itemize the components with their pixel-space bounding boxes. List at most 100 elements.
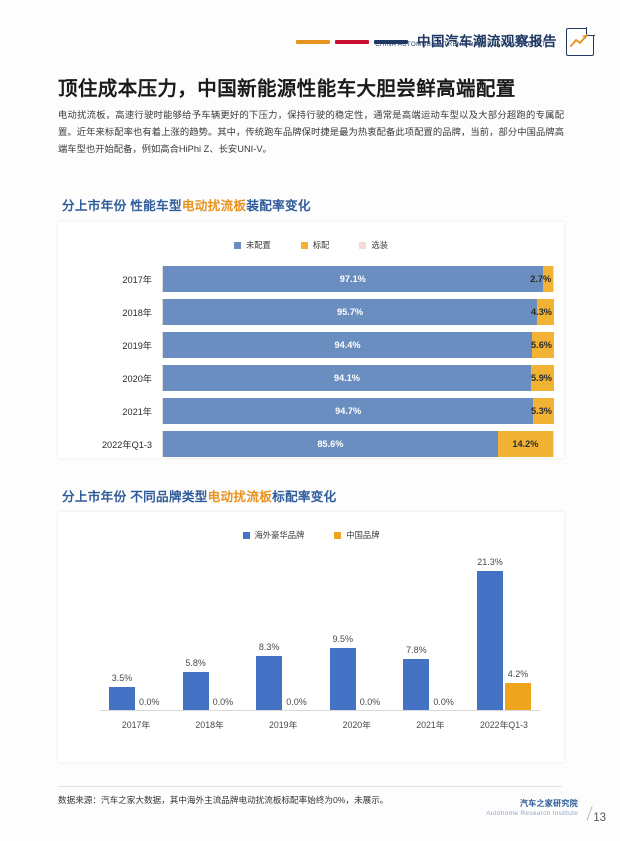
column-value-label: 7.8% bbox=[406, 645, 427, 656]
table-row: 2022年Q1-3 85.6% 14.2% bbox=[58, 431, 564, 457]
stacked-bar-chart-card: 未配置 标配 选装 2017年 97.1% 2.7% 2018年 95.7% 4.3% 2019… bbox=[58, 222, 564, 458]
chart-up-document-icon bbox=[566, 27, 595, 56]
bar-segment-标配: 4.3% bbox=[531, 299, 554, 325]
footer-divider bbox=[58, 786, 562, 787]
column-value-label: 0.0% bbox=[286, 697, 307, 707]
x-axis-tick-label: 2017年 bbox=[121, 720, 151, 730]
bar-segment-标配: 5.9% bbox=[530, 365, 554, 391]
bar-value-label: 94.4% bbox=[334, 340, 361, 350]
chart-2-legend: 海外豪华品牌 中国品牌 bbox=[58, 512, 564, 541]
page-number-slash bbox=[586, 806, 593, 821]
header-rule-navy bbox=[374, 40, 408, 44]
column-group: 7.8% 0.0% bbox=[394, 560, 466, 710]
legend-item-2[interactable]: 中国品牌 bbox=[334, 529, 380, 541]
column-value-label: 0.0% bbox=[359, 697, 381, 707]
bar-segment-标配: 5.3% bbox=[531, 398, 554, 424]
row-category-label: 2021年 bbox=[122, 407, 152, 417]
legend-label: 海外豪华品牌 bbox=[254, 530, 305, 540]
legend-swatch-icon bbox=[359, 241, 367, 249]
legend-item-1[interactable]: 海外豪华品牌 bbox=[242, 529, 305, 541]
bar-segment-未配置: 94.1% bbox=[163, 365, 531, 391]
header-brand-row: 中国汽车潮流观察报告 bbox=[296, 27, 595, 56]
bar-value-label: 14.2% bbox=[512, 439, 539, 449]
bar-value-label: 2.7% bbox=[530, 274, 552, 284]
legend-item-1[interactable]: 未配置 bbox=[233, 239, 271, 251]
column-value-label: 8.3% bbox=[258, 641, 280, 652]
bar-segment-标配: 5.6% bbox=[531, 332, 554, 358]
footer-brand-en: Autohome Research Institute bbox=[486, 810, 578, 817]
x-axis-tick-label: 2019年 bbox=[269, 720, 298, 730]
bar-value-label: 94.1% bbox=[333, 373, 360, 383]
chart-2-columns: 3.5% 0.0% 5.8% 0.0% 8.3% 0.0% 9.5% 0.0% 7.8% 0.0%… bbox=[100, 557, 540, 711]
column-bar-中国品牌: 4.2% bbox=[504, 669, 531, 710]
column-chart-card: 海外豪华品牌 中国品牌 3.5% 0.0% 5.8% 0.0% 8.3% 0.0% 9.5% 0… bbox=[58, 512, 564, 762]
legend-swatch-icon bbox=[233, 241, 241, 249]
table-row: 2020年 94.1% 5.9% bbox=[58, 365, 564, 391]
row-bar-track: 94.1% 5.9% bbox=[162, 365, 554, 391]
legend-label: 标配 bbox=[312, 240, 330, 250]
page-title: 顶住成本压力，中国新能源性能车大胆尝鲜高端配置 bbox=[58, 78, 516, 100]
header-brand-title: 中国汽车潮流观察报告 bbox=[417, 34, 557, 50]
table-row: 2017年 97.1% 2.7% bbox=[58, 266, 564, 292]
table-row: 2021年 94.7% 5.3% bbox=[58, 398, 564, 424]
bar-segment-未配置: 94.7% bbox=[163, 398, 534, 424]
icon-page-fold bbox=[585, 27, 595, 37]
legend-item-3[interactable]: 选装 bbox=[359, 239, 388, 251]
column-group: 5.8% 0.0% bbox=[174, 560, 246, 710]
bar-segment-选装 bbox=[553, 431, 554, 457]
header-rule-red bbox=[335, 40, 369, 44]
legend-label: 未配置 bbox=[245, 240, 271, 250]
column-group: 21.3% 4.2% bbox=[468, 557, 540, 710]
bar-segment-标配: 14.2% bbox=[497, 431, 554, 457]
column-value-label: 0.0% bbox=[212, 697, 234, 707]
section-1-heading-prefix: 分上市年份 性能车型 bbox=[62, 199, 182, 213]
report-header: 中国汽车潮流观察报告 CHINA AUTOMOBILE TREND OBSERV… bbox=[264, 24, 595, 60]
column-value-label: 9.5% bbox=[332, 634, 354, 645]
column-bar-海外豪华品牌: 21.3% bbox=[476, 557, 503, 710]
row-bar-track: 97.1% 2.7% bbox=[162, 266, 554, 292]
x-axis-tick-label: 2018年 bbox=[195, 720, 224, 730]
chart-1-rows: 2017年 97.1% 2.7% 2018年 95.7% 4.3% 2019年 94.4% 5.… bbox=[58, 266, 564, 464]
section-2-heading: 分上市年份 不同品牌类型电动扰流板标配率变化 bbox=[62, 486, 337, 505]
column-bar-海外豪华品牌: 3.5% bbox=[109, 673, 135, 710]
section-1-heading-suffix: 装配率变化 bbox=[246, 199, 311, 213]
section-1-heading-highlight: 电动扰流板 bbox=[181, 199, 247, 213]
bar-value-label: 4.3% bbox=[531, 307, 552, 317]
row-category-label: 2022年Q1-3 bbox=[101, 440, 152, 450]
bar-segment-未配置: 97.1% bbox=[163, 266, 543, 292]
column-group: 9.5% 0.0% bbox=[321, 560, 393, 710]
row-bar-track: 94.7% 5.3% bbox=[162, 398, 554, 424]
column-group: 3.5% 0.0% bbox=[100, 560, 172, 710]
header-rule-group bbox=[296, 40, 408, 44]
column-value-label: 0.0% bbox=[433, 697, 454, 707]
section-1-heading: 分上市年份 性能车型电动扰流板装配率变化 bbox=[62, 195, 311, 214]
column-value-label: 5.8% bbox=[185, 658, 206, 669]
bar-segment-未配置: 94.4% bbox=[163, 332, 533, 358]
column-bar-海外豪华品牌: 7.8% bbox=[403, 645, 430, 710]
row-bar-track: 95.7% 4.3% bbox=[162, 299, 554, 325]
page-number: 13 bbox=[593, 812, 606, 824]
section-2-heading-prefix: 分上市年份 不同品牌类型 bbox=[62, 490, 208, 504]
x-axis-tick-label: 2022年Q1-3 bbox=[480, 720, 528, 730]
header-rule-orange bbox=[296, 40, 330, 44]
data-source-note: 数据来源：汽车之家大数据，其中海外主流品牌电动扰流板标配率始终为0%，未展示。 bbox=[58, 795, 389, 805]
row-category-label: 2017年 bbox=[122, 275, 152, 285]
body-paragraph: 电动扰流板，高速行驶时能够给予车辆更好的下压力，保持行驶的稳定性，通常是高端运动… bbox=[58, 110, 564, 154]
header-brand-subtitle: CHINA AUTOMOBILE TREND OBSERVATION REPOR… bbox=[375, 41, 546, 48]
column-value-label: 21.3% bbox=[477, 557, 503, 568]
bar-value-label: 5.9% bbox=[531, 373, 552, 383]
table-row: 2019年 94.4% 5.6% bbox=[58, 332, 564, 358]
row-category-label: 2020年 bbox=[122, 374, 152, 384]
legend-label: 选装 bbox=[371, 240, 389, 250]
column-value-label: 4.2% bbox=[507, 668, 529, 679]
legend-swatch-icon bbox=[300, 241, 308, 249]
legend-item-2[interactable]: 标配 bbox=[300, 239, 330, 251]
bar-segment-未配置: 95.7% bbox=[163, 299, 538, 325]
chart-2-x-axis: 2017年 2018年 2019年 2020年 2021年 2022年Q1-3 bbox=[100, 718, 540, 731]
bar-value-label: 85.6% bbox=[317, 439, 344, 449]
chart-1-legend: 未配置 标配 选装 bbox=[58, 222, 564, 251]
column-bar-海外豪华品牌: 8.3% bbox=[256, 642, 283, 710]
chart-2-plot-area: 3.5% 0.0% 5.8% 0.0% 8.3% 0.0% 9.5% 0.0% 7.8% 0.0%… bbox=[58, 552, 564, 758]
column-bar-海外豪华品牌: 9.5% bbox=[329, 634, 356, 710]
